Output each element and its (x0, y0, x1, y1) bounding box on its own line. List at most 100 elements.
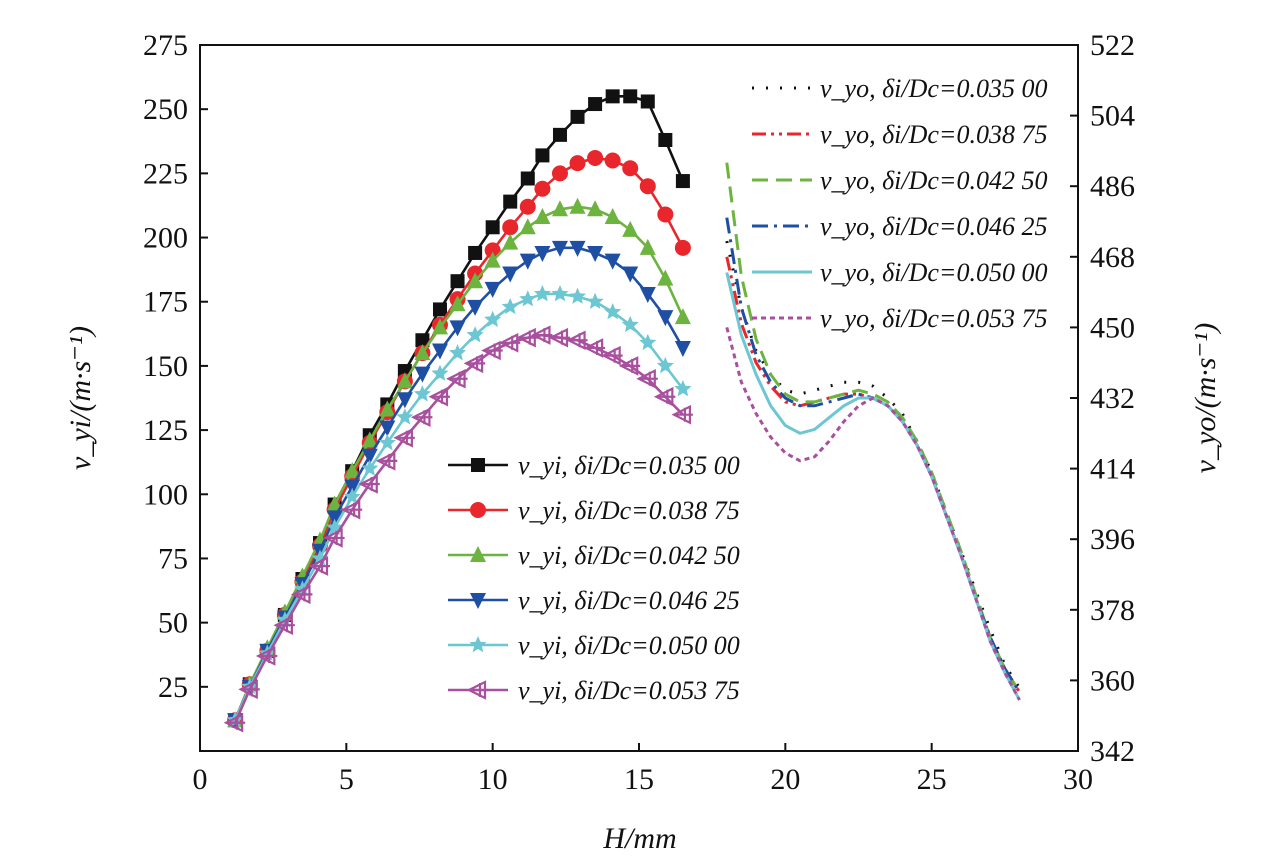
legend-label: v_yo, δi/Dc=0.042 50 (820, 166, 1047, 195)
data-point (535, 148, 550, 163)
data-point (502, 266, 519, 283)
data-point (498, 333, 521, 353)
series-line (233, 95, 685, 721)
legend-inner: v_yi, δi/Dc=0.035 00 v_yi, δi/Dc=0.038 75… (448, 451, 740, 705)
legend-marker (470, 546, 486, 562)
data-point (410, 407, 433, 428)
data-point (446, 368, 468, 389)
data-point (468, 245, 483, 260)
data-point (358, 474, 380, 494)
data-point (344, 479, 361, 496)
data-point (622, 220, 639, 237)
data-point (605, 89, 620, 104)
series-outer-2 (725, 162, 1021, 693)
data-point (326, 495, 343, 512)
data-point (519, 253, 536, 270)
data-point (375, 451, 398, 471)
y-right-tick-label: 414 (1090, 453, 1135, 486)
data-point (548, 327, 570, 348)
x-tick-label: 15 (624, 763, 654, 796)
series-line (725, 217, 1021, 693)
legend-label: v_yi, δi/Dc=0.050 00 (518, 631, 740, 660)
series-outer-3 (725, 217, 1021, 693)
data-point (653, 386, 676, 407)
data-point (502, 233, 519, 250)
legend-item: v_yi, δi/Dc=0.038 75 (448, 496, 740, 525)
legend-label: v_yo, δi/Dc=0.035 00 (820, 74, 1047, 103)
data-point (415, 333, 430, 348)
legend-marker (471, 458, 485, 472)
data-point (636, 368, 658, 389)
data-point (657, 206, 674, 223)
data-point (639, 287, 656, 304)
data-point (671, 404, 693, 425)
data-point (639, 333, 657, 351)
data-point (640, 94, 655, 109)
y-right-tick-label: 468 (1090, 241, 1135, 274)
series-line (725, 327, 1021, 701)
data-point (583, 338, 606, 358)
y-left-tick-label: 50 (158, 607, 188, 640)
data-point (467, 272, 484, 289)
series-inner-5 (223, 325, 693, 733)
data-point (484, 281, 501, 298)
legend-item: v_yo, δi/Dc=0.046 25 (752, 212, 1047, 241)
data-point (344, 462, 361, 479)
series-outer-4 (725, 272, 1021, 701)
data-point (569, 240, 586, 257)
data-point (639, 238, 656, 255)
x-axis: 0 5 10 15 20 25 30 (193, 743, 1093, 796)
x-tick-label: 25 (917, 763, 947, 796)
data-point (657, 310, 674, 327)
x-axis-title: H/mm (602, 822, 676, 855)
y-left-tick-label: 150 (143, 350, 188, 383)
series-line (725, 272, 1021, 701)
data-point (396, 408, 414, 425)
data-point (484, 251, 501, 268)
data-point (516, 327, 538, 348)
data-point (551, 240, 568, 257)
data-point (343, 487, 361, 505)
data-point (656, 356, 674, 374)
series-inner-4 (226, 285, 692, 728)
y-right-tick-label: 504 (1090, 100, 1135, 133)
legend-marker (469, 636, 487, 653)
data-point (588, 97, 603, 112)
data-point (587, 245, 604, 262)
data-point (639, 178, 656, 195)
legend-item: v_yi, δi/Dc=0.035 00 (448, 451, 740, 480)
data-point (551, 165, 568, 182)
legend-item: v_yi, δi/Dc=0.042 50 (448, 541, 740, 570)
data-point (396, 392, 413, 409)
series-line (233, 333, 684, 724)
data-point (658, 132, 673, 147)
data-point (675, 174, 690, 189)
legend-item: v_yo, δi/Dc=0.035 00 (752, 74, 1047, 103)
data-point (449, 320, 466, 337)
data-point (466, 326, 484, 343)
y-right-tick-label: 522 (1090, 29, 1135, 62)
y-axis-left-title: v_yi/(m·s⁻¹) (64, 326, 97, 470)
legend-outer: v_yo, δi/Dc=0.035 00 v_yo, δi/Dc=0.038 75… (752, 74, 1047, 333)
y-left-tick-label: 100 (143, 478, 188, 511)
data-point (674, 308, 691, 325)
data-point (393, 428, 415, 448)
data-point (326, 510, 343, 527)
y-left-tick-label: 250 (143, 93, 188, 126)
data-point (414, 344, 431, 361)
data-point (674, 380, 692, 397)
x-tick-label: 0 (193, 763, 208, 796)
data-point (502, 219, 519, 236)
data-point (618, 356, 641, 376)
data-point (587, 149, 604, 166)
data-point (551, 285, 569, 302)
legend-label: v_yi, δi/Dc=0.053 75 (518, 676, 740, 705)
data-point (290, 584, 313, 605)
legend-label: v_yo, δi/Dc=0.050 00 (820, 258, 1047, 287)
data-point (308, 556, 330, 576)
data-point (622, 160, 639, 177)
legend-label: v_yo, δi/Dc=0.038 75 (820, 120, 1047, 149)
y-right-tick-label: 486 (1090, 170, 1135, 203)
y-right-tick-label: 342 (1090, 735, 1135, 768)
